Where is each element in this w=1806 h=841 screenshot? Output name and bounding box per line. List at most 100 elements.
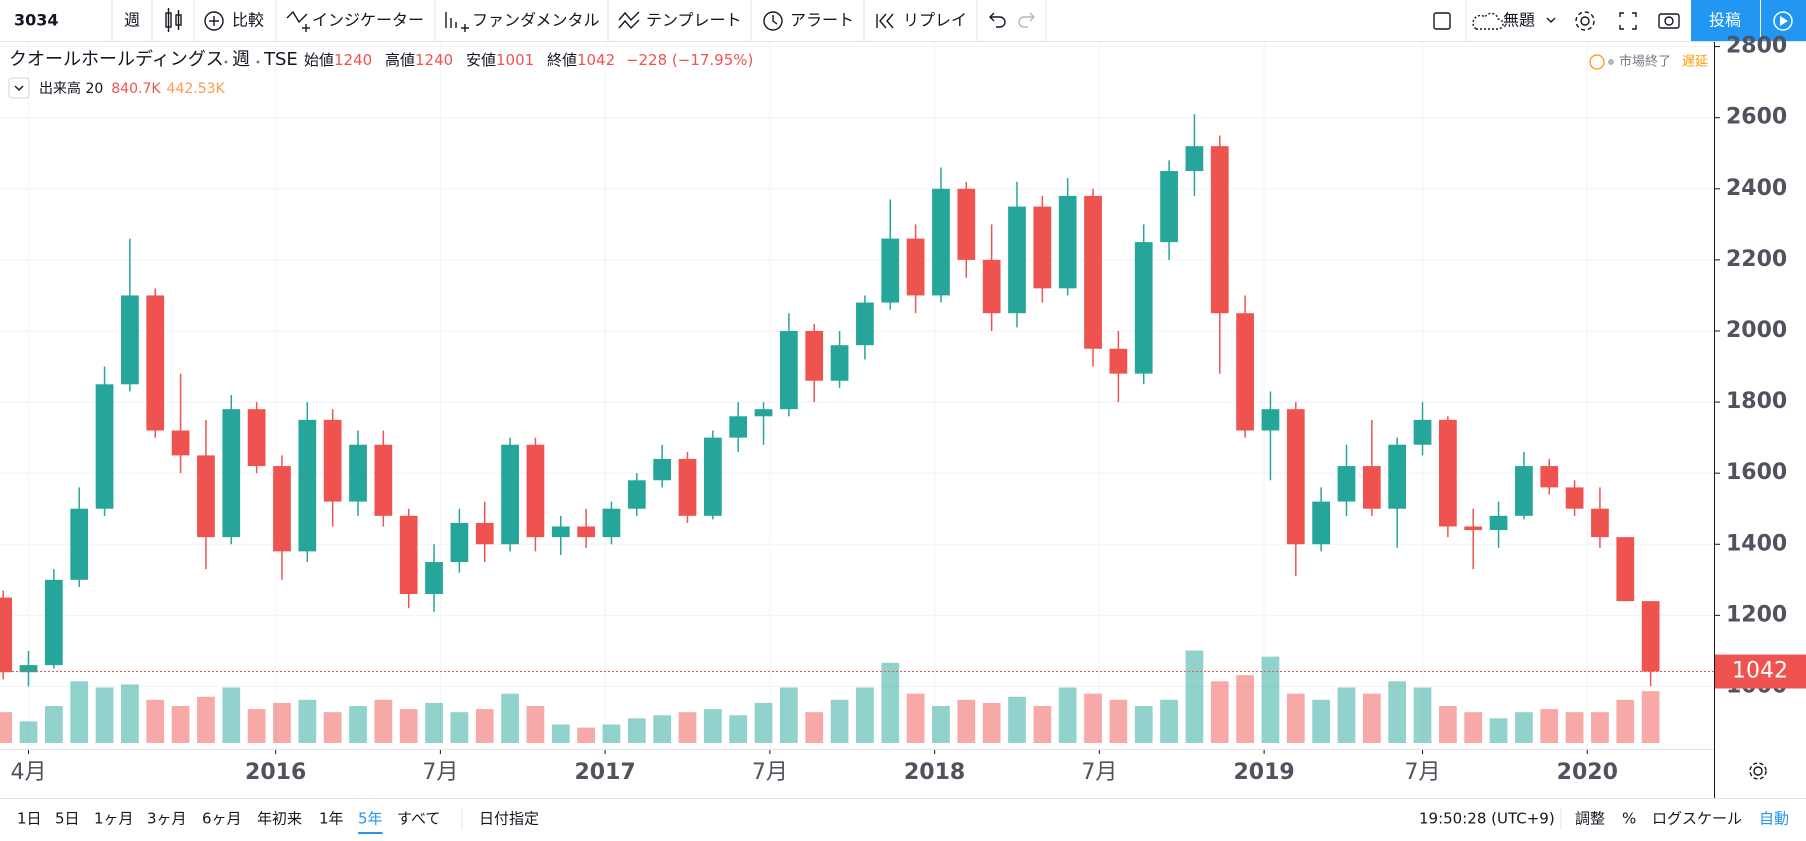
candle-body xyxy=(1058,195,1077,289)
volume-bar xyxy=(1438,706,1457,743)
candle-body xyxy=(1388,444,1407,509)
range-button[interactable]: 1ヶ月 xyxy=(94,810,134,828)
range-button[interactable]: 5日 xyxy=(55,810,80,828)
fullscreen-icon[interactable] xyxy=(1619,12,1637,30)
open-value: 1240 xyxy=(334,51,372,69)
dot xyxy=(256,60,260,64)
range-button[interactable]: 3ヶ月 xyxy=(147,810,187,828)
symbol-input[interactable]: 3034 xyxy=(14,11,59,30)
snapshot-icon[interactable] xyxy=(1658,13,1680,29)
volume-bar xyxy=(602,724,621,743)
indicators-button[interactable]: インジケーター xyxy=(312,11,424,30)
x-tick-label: 7月 xyxy=(752,760,788,785)
date-range-button[interactable]: 日付指定 xyxy=(479,810,539,828)
layout-icon[interactable] xyxy=(1433,12,1451,30)
low-label: 安値 xyxy=(466,51,496,69)
candle-body xyxy=(197,455,215,538)
volume-bar xyxy=(1084,693,1102,743)
volume-study: 出来高 20 840.7K 442.53K xyxy=(39,80,226,97)
dot xyxy=(224,60,228,64)
volume-bar xyxy=(577,727,595,743)
volume-bar xyxy=(551,724,570,743)
last-price-badge xyxy=(1715,654,1806,689)
range-button[interactable]: 1年 xyxy=(319,810,344,828)
alert-icon[interactable] xyxy=(763,11,783,31)
candle-body xyxy=(653,458,672,481)
volume-bar xyxy=(298,699,317,743)
templates-icon[interactable] xyxy=(618,11,640,30)
volume-bar xyxy=(1591,712,1609,743)
volume-bar xyxy=(425,702,443,743)
layout-name[interactable]: 無題 xyxy=(1503,11,1535,30)
candle-body xyxy=(1210,146,1229,314)
compare-button[interactable]: 比較 xyxy=(232,11,264,30)
open-label: 始値 xyxy=(304,51,334,69)
candle-body xyxy=(298,419,317,552)
volume-bar xyxy=(1008,696,1026,743)
volume-bar xyxy=(1515,712,1533,743)
ohlc-values: 始値1240 高値1240 安値1001 終値1042 −228 (−17.95… xyxy=(304,51,753,69)
range-button[interactable]: 5年 xyxy=(358,810,383,828)
volume-bar xyxy=(1058,687,1077,743)
fundamentals-button[interactable]: ファンダメンタル xyxy=(472,11,600,30)
volume-name: 出来高 20 xyxy=(39,80,103,97)
volume-bar xyxy=(1210,681,1229,743)
volume-bar xyxy=(1641,691,1660,743)
undo-icon[interactable] xyxy=(989,12,1006,28)
volume-bar xyxy=(1286,693,1305,743)
compare-icon[interactable] xyxy=(204,11,224,31)
volume-bar xyxy=(70,681,89,743)
collapse-button[interactable] xyxy=(8,77,30,99)
plot-area xyxy=(0,42,1714,749)
indicators-icon[interactable] xyxy=(286,10,310,32)
templates-button[interactable]: テンプレート xyxy=(646,11,742,30)
adjust-button[interactable]: 調整 xyxy=(1575,810,1605,828)
publish-label[interactable]: 投稿 xyxy=(1709,11,1741,30)
publish-button[interactable] xyxy=(1691,0,1760,41)
range-button[interactable]: すべて xyxy=(397,810,440,828)
candle-body xyxy=(1160,171,1178,243)
percent-button[interactable]: % xyxy=(1622,810,1636,828)
layout-menu[interactable] xyxy=(1546,17,1556,23)
axis-settings-icon[interactable] xyxy=(1749,762,1767,780)
replay-icon[interactable] xyxy=(876,13,894,29)
candle-body xyxy=(856,302,874,346)
redo-icon[interactable] xyxy=(1018,12,1035,28)
volume-bar xyxy=(475,709,494,743)
candle-body xyxy=(1109,348,1128,374)
volume-bar xyxy=(374,699,393,743)
volume-bar xyxy=(1565,712,1584,743)
volume-bar xyxy=(957,699,976,743)
candle-body xyxy=(399,515,418,595)
chart-style-icon[interactable] xyxy=(165,8,182,32)
candle-body xyxy=(1337,466,1356,502)
candle-body xyxy=(1033,206,1052,289)
range-button[interactable]: 1日 xyxy=(17,810,42,828)
range-button[interactable]: 年初来 xyxy=(257,810,302,828)
volume-bar xyxy=(932,706,950,743)
volume-bar xyxy=(780,687,798,743)
candle-body xyxy=(1185,146,1204,172)
log-scale-button[interactable]: ログスケール xyxy=(1652,810,1742,828)
volume-bar xyxy=(1540,709,1559,743)
range-button[interactable]: 6ヶ月 xyxy=(202,810,242,828)
high-label: 高値 xyxy=(385,51,415,69)
play-icon[interactable] xyxy=(1773,11,1793,31)
candle-body xyxy=(1616,537,1635,602)
candle-body xyxy=(1438,419,1457,527)
candle-body xyxy=(754,409,773,417)
volume-bar xyxy=(906,693,925,743)
settings-icon[interactable] xyxy=(1575,11,1595,31)
alert-button[interactable]: アラート xyxy=(790,11,854,30)
fundamentals-icon[interactable] xyxy=(445,12,469,32)
interval-button[interactable]: 週 xyxy=(124,11,140,30)
candle-body xyxy=(1641,601,1660,672)
volume-bar xyxy=(1464,712,1483,743)
candle-body xyxy=(1261,409,1280,431)
cloud-icon[interactable] xyxy=(1472,12,1504,30)
replay-button[interactable]: リプレイ xyxy=(903,11,967,30)
auto-scale-button[interactable]: 自動 xyxy=(1759,810,1789,828)
status-icon[interactable] xyxy=(1589,54,1605,70)
x-tick-label: 4月 xyxy=(11,760,47,785)
candle-body xyxy=(678,458,697,516)
